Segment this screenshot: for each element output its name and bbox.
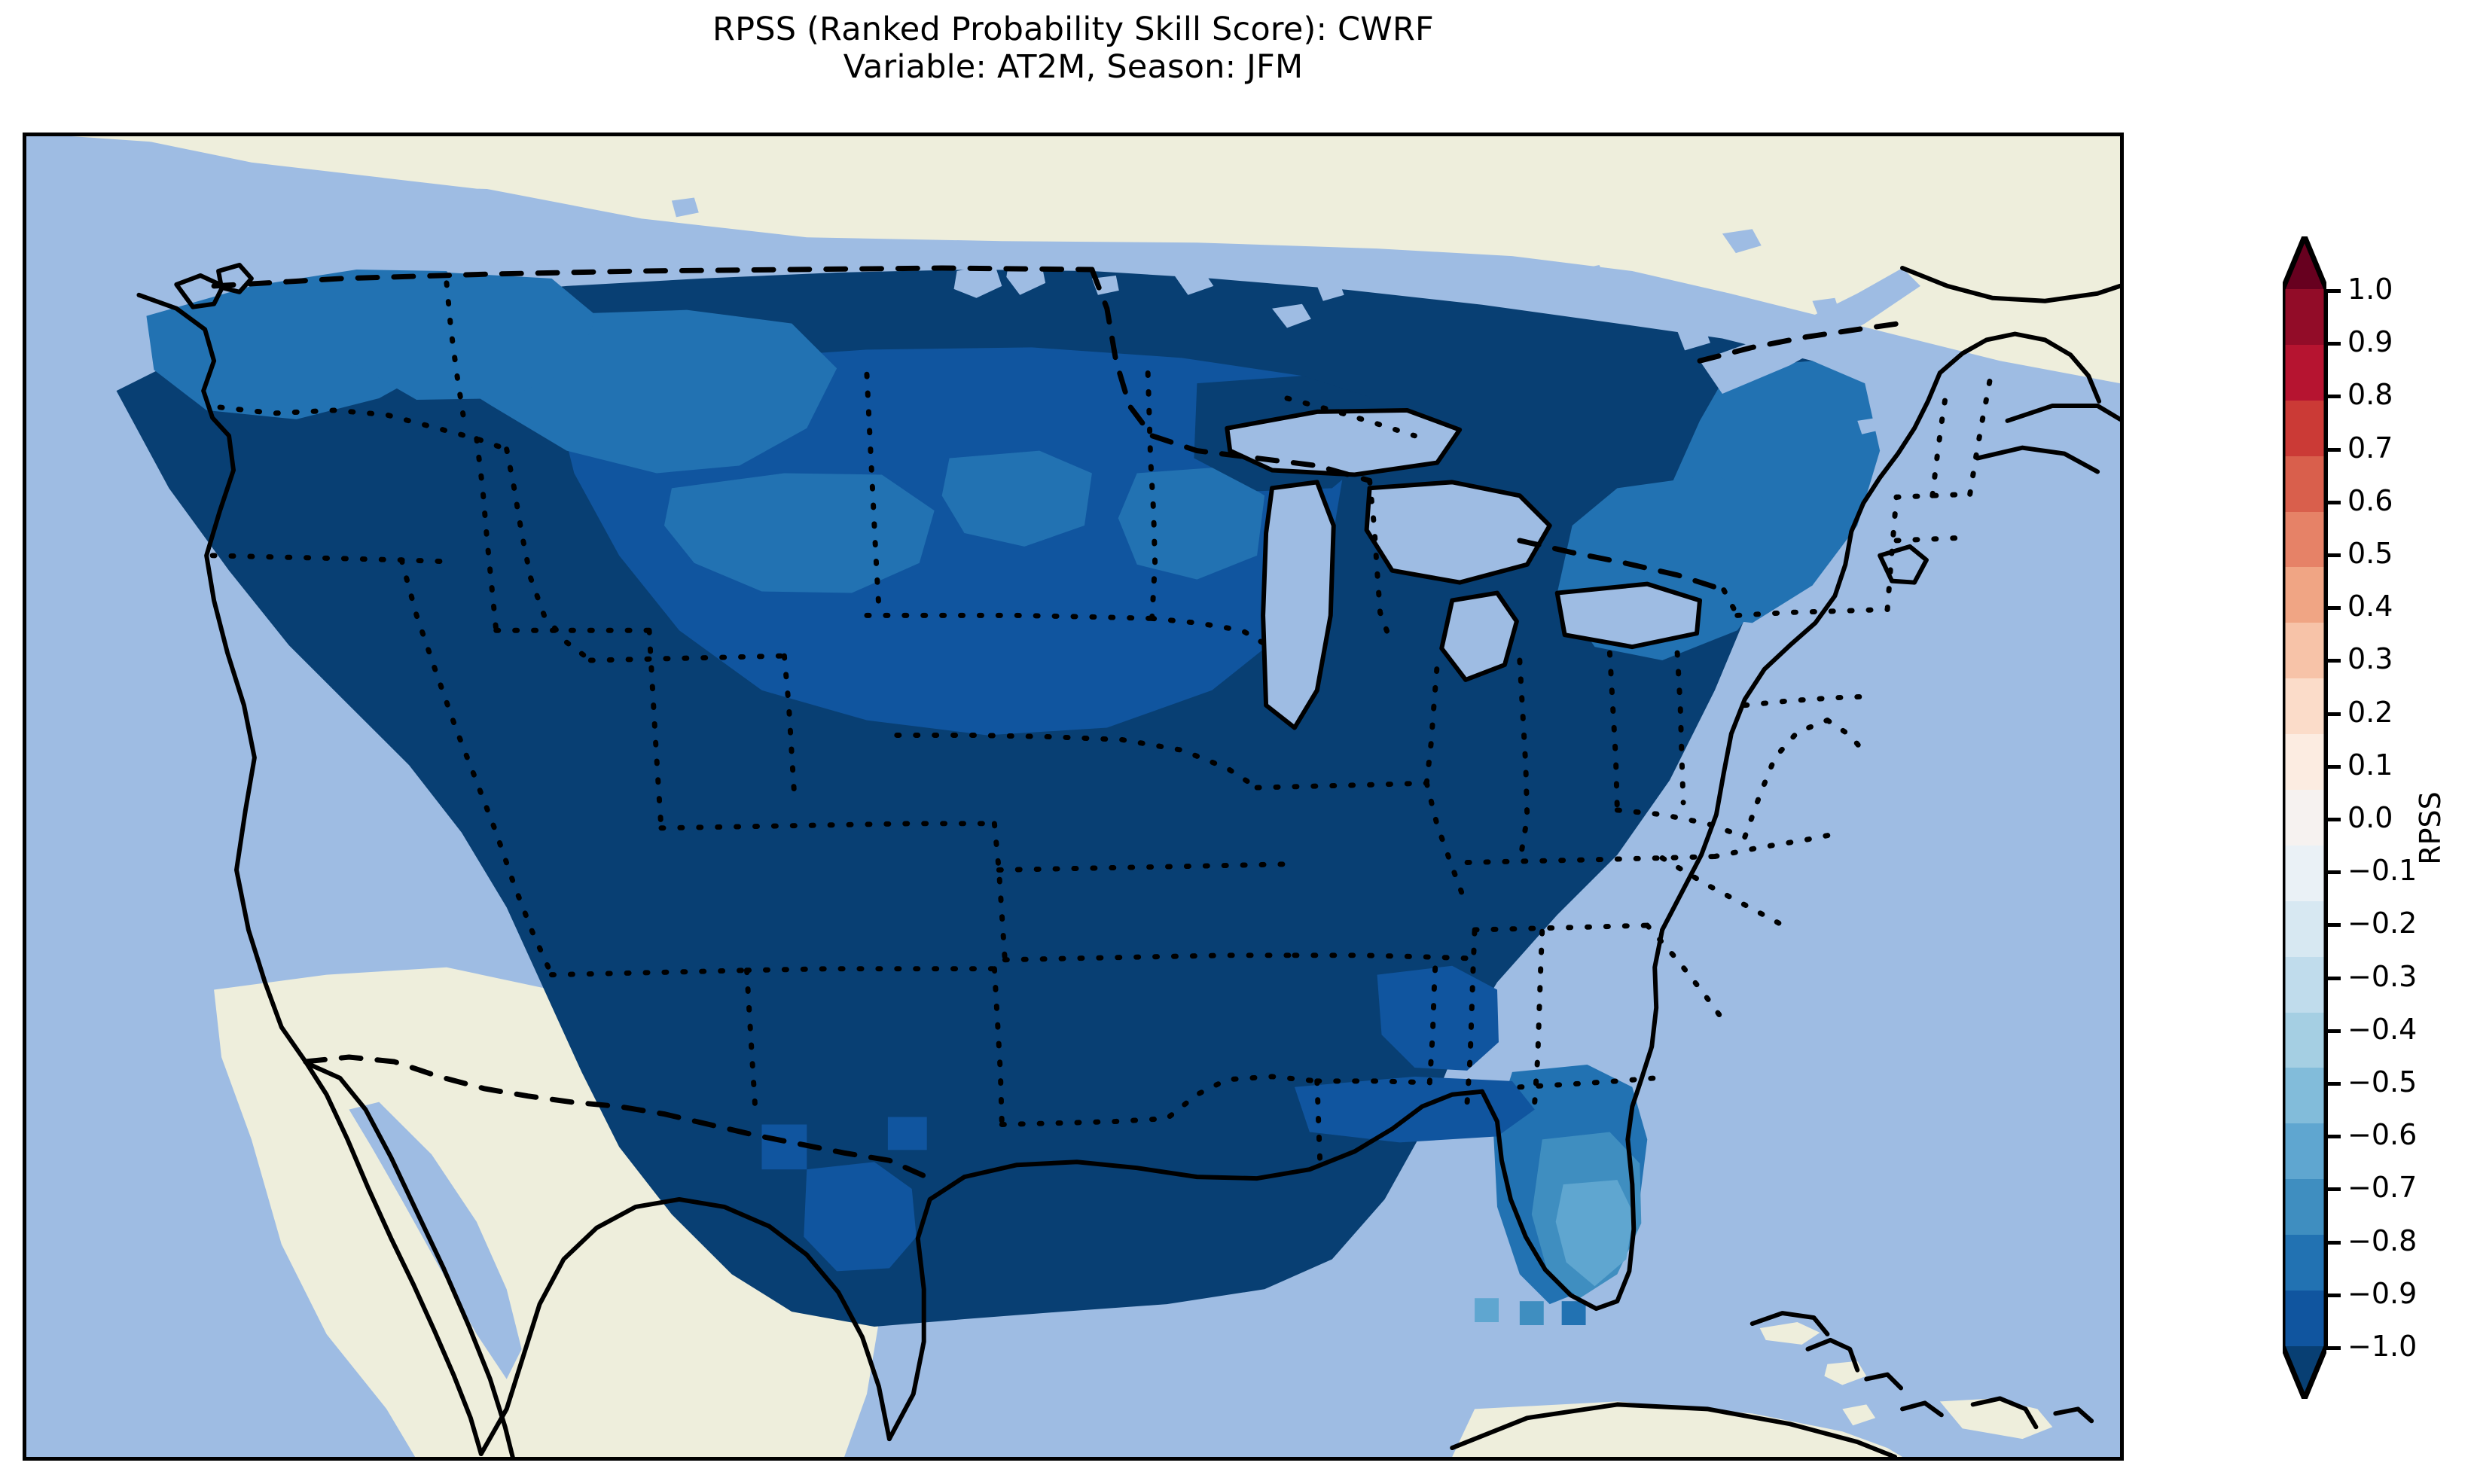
colorbar-tick-label: 0.2 <box>2347 695 2393 729</box>
colorbar-band <box>2283 1291 2326 1346</box>
colorbar: 1.0 0.9 0.8 0.7 0.6 0.5 0.4 0.3 0.2 0.1 0.0 −0.1 −0.… <box>2283 226 2471 1431</box>
colorbar-band <box>2283 1123 2326 1180</box>
colorbar-tick-label: 0.0 <box>2347 801 2393 834</box>
colorbar-tick-mark <box>2326 764 2341 769</box>
colorbar-tick-mark <box>2326 818 2341 821</box>
colorbar-tick-label: 0.9 <box>2347 325 2393 359</box>
colorbar-tick-label: 1.0 <box>2347 273 2393 306</box>
colorbar-tick-mark <box>2326 659 2341 663</box>
colorbar-tick-mark <box>2326 553 2341 557</box>
colorbar-band <box>2283 623 2326 679</box>
colorbar-tick-mark <box>2326 1135 2341 1139</box>
colorbar-tick-label: 0.7 <box>2347 431 2393 465</box>
colorbar-band <box>2283 456 2326 512</box>
colorbar-tick-label: 0.8 <box>2347 378 2393 412</box>
colorbar-tick-label: −0.2 <box>2347 907 2418 940</box>
colorbar-tick-mark <box>2326 1240 2341 1245</box>
colorbar-band <box>2283 400 2326 456</box>
colorbar-tick-mark <box>2326 976 2341 980</box>
state-borders <box>209 280 1996 1166</box>
colorbar-band <box>2283 734 2326 791</box>
colorbar-tick-mark <box>2326 447 2341 452</box>
colorbar-tick-mark <box>2326 923 2341 928</box>
colorbar-tick-label: −0.6 <box>2347 1118 2418 1152</box>
colorbar-tick-label: −0.9 <box>2347 1276 2418 1310</box>
colorbar-band <box>2283 678 2326 735</box>
colorbar-tick-mark <box>2326 606 2341 611</box>
colorbar-tick-label: −0.3 <box>2347 959 2418 993</box>
title-line-2: Variable: AT2M, Season: JFM <box>843 48 1304 87</box>
colorbar-axis-line <box>2324 289 2328 1346</box>
colorbar-band <box>2283 956 2326 1013</box>
colorbar-tick-mark <box>2326 1187 2341 1192</box>
colorbar-extend-bottom <box>2283 1346 2326 1399</box>
colorbar-tick-label: 0.1 <box>2347 748 2393 782</box>
colorbar-tick-mark <box>2326 870 2341 875</box>
colorbar-tick-label: −1.0 <box>2347 1330 2418 1363</box>
coastlines <box>136 263 2120 1457</box>
map-canvas <box>26 136 2120 1457</box>
colorbar-band <box>2283 845 2326 901</box>
colorbar-tick-label: −0.4 <box>2347 1012 2418 1046</box>
colorbar-bands <box>2283 289 2326 1346</box>
great-lakes <box>1227 268 1920 728</box>
figure-title: RPSS (Ranked Probability Skill Score): C… <box>0 0 2146 87</box>
colorbar-tick-mark <box>2326 1028 2341 1033</box>
colorbar-tick-mark <box>2326 712 2341 716</box>
colorbar-tick-mark <box>2326 395 2341 399</box>
colorbar-band <box>2283 289 2326 345</box>
colorbar-tick-label: 0.3 <box>2347 642 2393 676</box>
colorbar-band <box>2283 1068 2326 1124</box>
colorbar-tick-mark <box>2326 342 2341 346</box>
colorbar-band <box>2283 567 2326 623</box>
colorbar-tick-label: 0.6 <box>2347 483 2393 517</box>
colorbar-tick-mark <box>2326 1293 2341 1297</box>
map-panel <box>23 133 2124 1461</box>
colorbar-tick-mark <box>2326 500 2341 504</box>
colorbar-band <box>2283 511 2326 568</box>
colorbar-tick-mark <box>2326 1082 2341 1086</box>
colorbar-tick-label: −0.8 <box>2347 1223 2418 1257</box>
colorbar-band <box>2283 790 2326 846</box>
title-line-1: RPSS (Ranked Probability Skill Score): C… <box>712 11 1434 48</box>
colorbar-tick-mark <box>2326 289 2341 293</box>
colorbar-tick-label: −0.7 <box>2347 1171 2418 1205</box>
inland-lakes <box>349 197 1882 1379</box>
colorbar-label: RPSS <box>2414 791 2447 865</box>
colorbar-band <box>2283 900 2326 957</box>
colorbar-band <box>2283 1012 2326 1068</box>
national-borders <box>211 265 1902 1181</box>
colorbar-extend-top <box>2283 236 2326 289</box>
colorbar-tick-label: −0.5 <box>2347 1065 2418 1099</box>
colorbar-band <box>2283 1179 2326 1236</box>
colorbar-tick-label: 0.4 <box>2347 590 2393 623</box>
colorbar-band <box>2283 344 2326 401</box>
colorbar-tick-label: 0.5 <box>2347 537 2393 570</box>
colorbar-band <box>2283 1235 2326 1291</box>
colorbar-tick-mark <box>2326 1346 2341 1350</box>
colorbar-tick-label: −0.1 <box>2347 854 2418 888</box>
